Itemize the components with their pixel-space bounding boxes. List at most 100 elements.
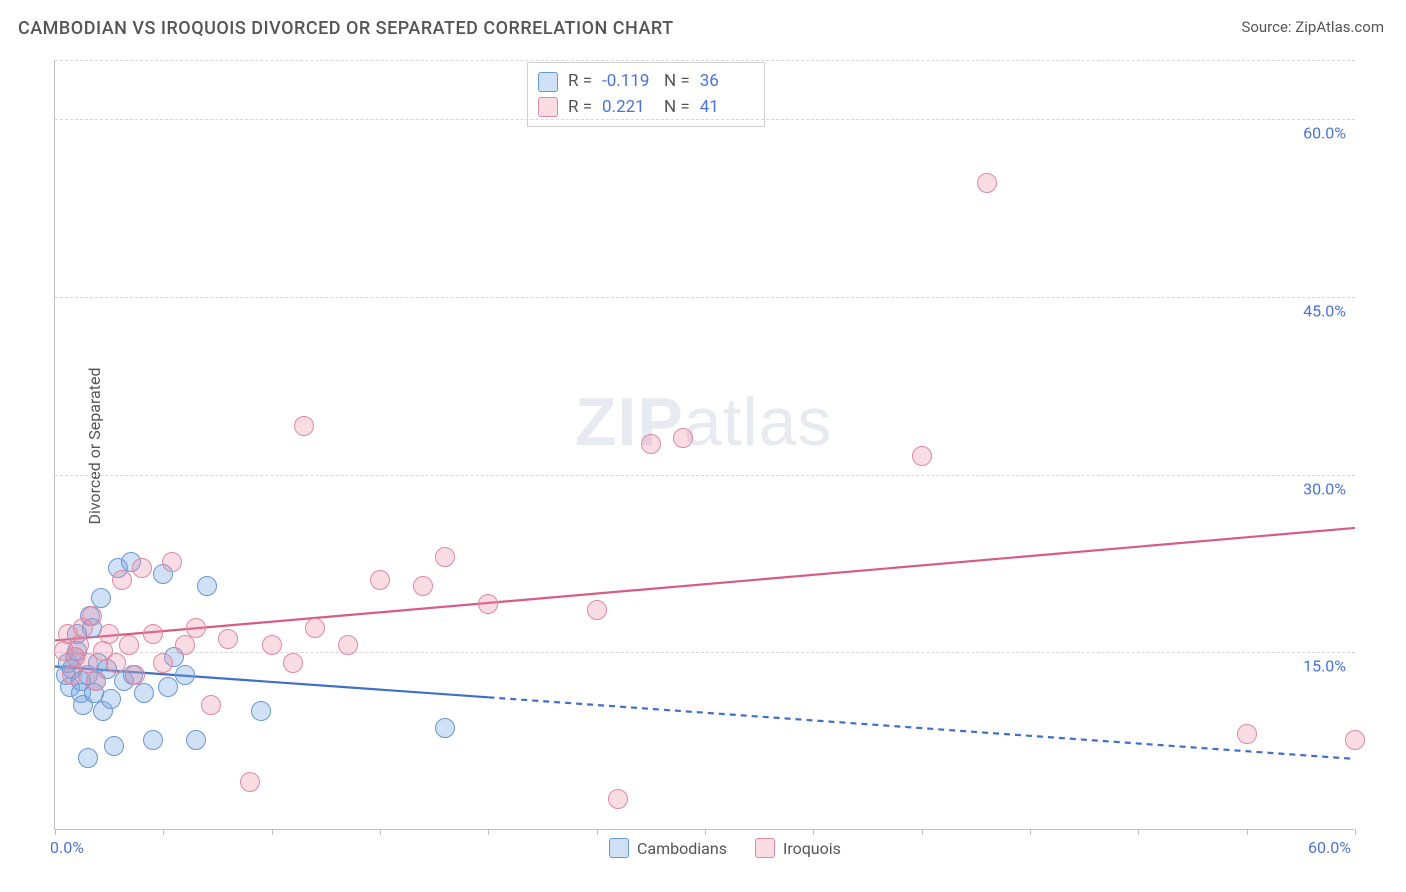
scatter-point xyxy=(175,665,195,685)
scatter-point xyxy=(119,635,139,655)
r-value: -0.119 xyxy=(602,69,654,95)
scatter-point xyxy=(201,695,221,715)
scatter-point xyxy=(153,653,173,673)
series-swatch xyxy=(609,838,629,858)
scatter-point xyxy=(413,576,433,596)
x-tick-mark xyxy=(380,829,381,835)
x-tick-mark xyxy=(163,829,164,835)
n-value: 36 xyxy=(700,69,752,95)
scatter-point xyxy=(1345,730,1365,750)
scatter-point xyxy=(283,653,303,673)
scatter-point xyxy=(125,665,145,685)
scatter-point xyxy=(175,635,195,655)
x-tick-mark xyxy=(272,829,273,835)
y-tick-label: 60.0% xyxy=(1303,124,1346,143)
scatter-point xyxy=(132,558,152,578)
source-credit: Source: ZipAtlas.com xyxy=(1241,18,1384,36)
x-tick-mark xyxy=(1030,829,1031,835)
x-tick-mark xyxy=(597,829,598,835)
trend-lines-svg xyxy=(55,60,1355,830)
stats-row: R = -0.119 N = 36 xyxy=(538,69,752,95)
scatter-point xyxy=(186,730,206,750)
chart-title: CAMBODIAN VS IROQUOIS DIVORCED OR SEPARA… xyxy=(18,18,674,39)
scatter-point xyxy=(1237,724,1257,744)
gridline xyxy=(55,297,1355,298)
chart-container: CAMBODIAN VS IROQUOIS DIVORCED OR SEPARA… xyxy=(0,0,1406,892)
scatter-point xyxy=(186,618,206,638)
x-tick-mark xyxy=(813,829,814,835)
scatter-point xyxy=(106,653,126,673)
scatter-point xyxy=(101,689,121,709)
scatter-point xyxy=(673,428,693,448)
scatter-point xyxy=(112,570,132,590)
scatter-point xyxy=(143,730,163,750)
watermark: ZIPatlas xyxy=(575,383,832,461)
r-label: R = xyxy=(568,69,592,95)
scatter-point xyxy=(162,552,182,572)
n-value: 41 xyxy=(700,95,752,121)
x-tick-mark xyxy=(488,829,489,835)
scatter-point xyxy=(262,635,282,655)
x-tick-mark xyxy=(1247,829,1248,835)
y-tick-label: 30.0% xyxy=(1303,479,1346,498)
legend-item[interactable]: Cambodians xyxy=(609,838,727,858)
x-tick-label: 0.0% xyxy=(50,838,84,857)
gridline xyxy=(55,60,1355,61)
scatter-point xyxy=(218,629,238,649)
series-swatch xyxy=(538,97,558,117)
trend-line xyxy=(55,528,1355,641)
series-swatch xyxy=(538,72,558,92)
x-tick-mark xyxy=(705,829,706,835)
stats-row: R = 0.221 N = 41 xyxy=(538,95,752,121)
x-tick-mark xyxy=(55,829,56,835)
scatter-point xyxy=(197,576,217,596)
watermark-atlas: atlas xyxy=(684,384,833,460)
gridline xyxy=(55,119,1355,120)
scatter-point xyxy=(977,173,997,193)
scatter-point xyxy=(587,600,607,620)
scatter-point xyxy=(104,736,124,756)
scatter-point xyxy=(435,718,455,738)
scatter-point xyxy=(294,416,314,436)
trend-line xyxy=(488,697,1355,759)
n-label: N = xyxy=(664,95,690,121)
gridline xyxy=(55,652,1355,653)
stats-legend-box: R = -0.119 N = 36 R = 0.221 N = 41 xyxy=(527,62,765,127)
scatter-point xyxy=(134,683,154,703)
r-label: R = xyxy=(568,95,592,121)
scatter-point xyxy=(78,748,98,768)
plot-area: ZIPatlas R = -0.119 N = 36 R = 0.221 N = 41 15.… xyxy=(54,60,1354,830)
series-swatch xyxy=(755,838,775,858)
scatter-point xyxy=(338,635,358,655)
scatter-point xyxy=(912,446,932,466)
x-tick-mark xyxy=(922,829,923,835)
scatter-point xyxy=(305,618,325,638)
legend-label: Iroquois xyxy=(783,839,841,858)
scatter-point xyxy=(82,606,102,626)
scatter-point xyxy=(240,772,260,792)
r-value: 0.221 xyxy=(602,95,654,121)
legend-item[interactable]: Iroquois xyxy=(755,838,841,858)
y-tick-label: 15.0% xyxy=(1303,657,1346,676)
y-tick-label: 45.0% xyxy=(1303,301,1346,320)
scatter-point xyxy=(641,434,661,454)
scatter-point xyxy=(370,570,390,590)
scatter-point xyxy=(99,624,119,644)
scatter-point xyxy=(158,677,178,697)
scatter-point xyxy=(251,701,271,721)
scatter-point xyxy=(435,547,455,567)
x-tick-mark xyxy=(1138,829,1139,835)
source-label: Source: xyxy=(1241,18,1295,36)
scatter-point xyxy=(86,671,106,691)
x-tick-label: 60.0% xyxy=(1308,838,1351,857)
n-label: N = xyxy=(664,69,690,95)
legend-label: Cambodians xyxy=(637,839,727,858)
scatter-point xyxy=(143,624,163,644)
scatter-point xyxy=(478,594,498,614)
source-link[interactable]: ZipAtlas.com xyxy=(1295,18,1384,36)
scatter-point xyxy=(608,789,628,809)
x-tick-mark xyxy=(1355,829,1356,835)
legend-bottom: Cambodians Iroquois xyxy=(609,838,841,858)
gridline xyxy=(55,475,1355,476)
watermark-zip: ZIP xyxy=(575,384,684,460)
